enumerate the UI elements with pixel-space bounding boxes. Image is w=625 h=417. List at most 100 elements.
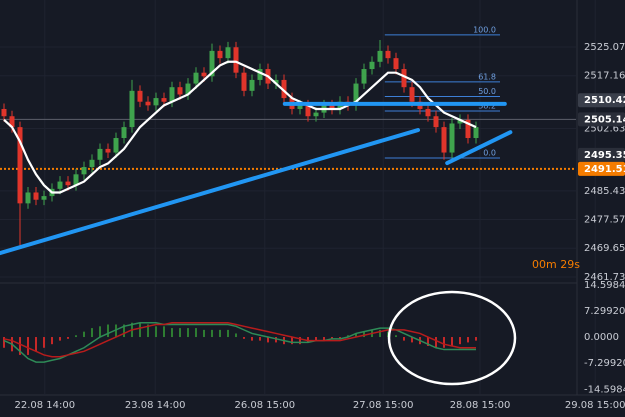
y-tick-label: 14.5984 [584,280,625,291]
candle-body [41,196,47,200]
x-tick-label: 29.08 15:00 [565,400,625,411]
macd-line [3,321,476,358]
histogram-bar [147,324,149,338]
histogram-bar [139,322,141,338]
histogram-bar [211,329,213,338]
y-tick-label: 2517.16 [584,71,625,82]
candle-body [425,108,431,117]
histogram-bar [411,337,413,343]
histogram-bar [219,329,221,338]
candle-body [273,79,279,84]
fib-label: 50.0 [478,87,496,96]
histogram-bar [123,324,125,338]
histogram-bar [107,324,109,338]
y-tick-label: 2477.57 [584,214,625,225]
histogram-bar [155,326,157,338]
price-label-box [578,93,625,108]
candle-body [17,127,23,204]
histogram-bar [435,337,437,348]
histogram-bar [99,326,101,338]
candle-body [233,47,239,73]
histogram-bar [115,324,117,338]
candle-body [161,98,167,102]
price-label-box [578,112,625,127]
y-tick-label: 2502.63 [584,123,625,134]
x-tick-label: 28.08 15:00 [450,400,511,411]
candle-body [169,87,175,102]
histogram-bar [35,337,37,352]
candle-body [81,167,87,175]
candle-body [89,159,95,168]
histogram-bar [299,337,301,345]
price-label: 2495.35 [584,150,625,161]
candle-body [385,50,391,59]
candle-body [409,87,415,102]
y-tick-label: 2525.07 [584,42,625,53]
candle-body [9,116,15,128]
histogram-bar [227,329,229,338]
histogram-bar [43,337,45,348]
histogram-bar [179,328,181,338]
histogram-bar [51,337,53,345]
fib-label: 100.0 [473,25,496,34]
histogram-bar [19,337,21,355]
candle-body [177,87,183,95]
histogram-bar [275,337,277,343]
candle-body [57,181,63,189]
histogram-bar [171,328,173,338]
histogram-bar [475,337,477,341]
candle-body [241,72,247,91]
candle-body [217,50,223,59]
candle-body [193,72,199,84]
histogram-bar [443,337,445,348]
candle-body [353,83,359,106]
price-label-box [578,147,625,162]
histogram-bar [451,337,453,346]
candle-body [305,105,311,117]
candle-body [257,69,263,80]
histogram-bar [75,335,77,338]
trend-line [445,130,513,166]
histogram-bar [91,328,93,338]
histogram-bar [251,337,253,341]
histogram-bar [195,328,197,338]
candle-body [97,148,103,160]
y-tick-label: 2461.73 [584,272,625,283]
histogram-bar [83,331,85,338]
histogram-bar [355,333,357,338]
candle-body [145,101,151,106]
histogram-bar [467,337,469,343]
histogram-bar [67,337,69,339]
candle-body [313,112,319,117]
histogram-bar [395,335,397,338]
histogram-bar [363,331,365,338]
trend-line [0,128,420,256]
candle-body [369,61,375,70]
histogram-bar [339,337,341,339]
histogram-bar [347,335,349,338]
candle-body [25,192,31,204]
price-label-box [578,161,625,176]
candle-body [73,174,79,186]
candle-body [457,119,463,124]
candle-body [137,90,143,102]
fib-label: 61.8 [478,72,496,81]
histogram-bar [323,337,325,341]
x-tick-label: 22.08 14:00 [14,400,75,411]
x-tick-label: 23.08 14:00 [125,400,186,411]
candle-body [209,50,215,77]
y-tick-label: 2485.43 [584,186,625,197]
price-label: 2491.51 [584,164,625,175]
candle-body [401,69,407,88]
histogram-bar [459,337,461,345]
y-tick-label: 7.29920 [584,306,625,317]
candle-body [129,90,135,128]
x-tick-label: 26.08 15:00 [234,400,295,411]
histogram-bar [315,337,317,341]
candle-body [361,69,367,84]
candle-body [201,72,207,77]
fib-label: 38.2 [478,101,496,110]
histogram-bar [27,337,29,355]
y-tick-label: 0.0000 [584,332,619,343]
candle-body [249,79,255,91]
